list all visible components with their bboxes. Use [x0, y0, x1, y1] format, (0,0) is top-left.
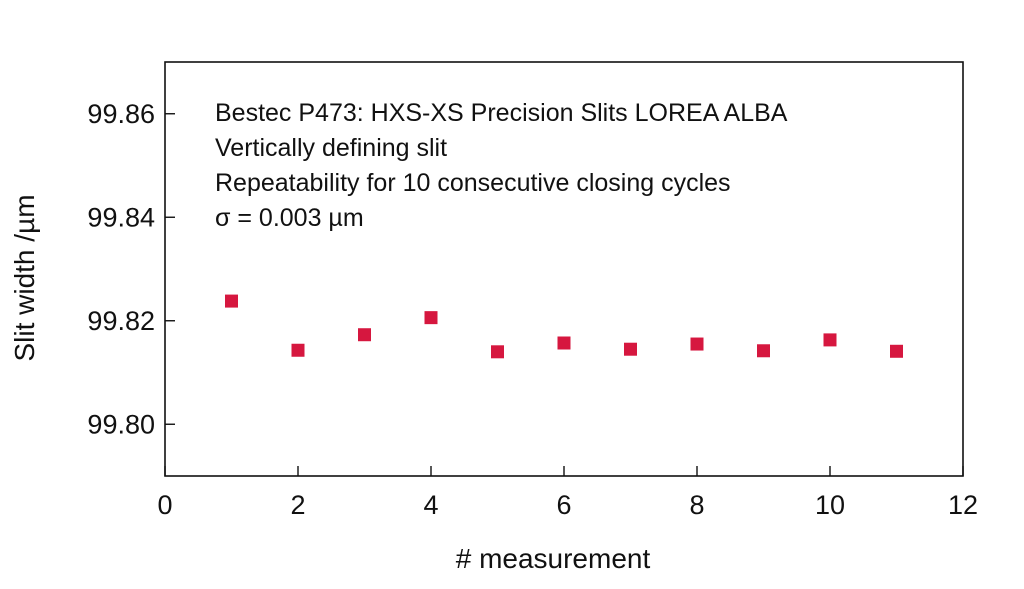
y-tick-label: 99.80 [87, 409, 155, 439]
data-point [823, 333, 837, 347]
x-tick-label: 2 [290, 490, 305, 520]
data-point [491, 345, 504, 359]
data-point [225, 294, 238, 308]
data-point [690, 337, 704, 351]
x-tick-label: 12 [948, 490, 978, 520]
data-point [757, 344, 770, 358]
x-tick-label: 8 [689, 490, 704, 520]
annotation-line-3: Repeatability for 10 consecutive closing… [215, 169, 731, 197]
data-point [291, 343, 305, 357]
x-axis: 0 2 4 6 8 10 12 [157, 466, 978, 520]
annotation-line-2: Vertically defining slit [215, 134, 447, 162]
annotation-line-1: Bestec P473: HXS-XS Precision Slits LORE… [215, 99, 788, 127]
y-axis: 99.80 99.82 99.84 99.86 [87, 99, 175, 439]
annotation-block: Bestec P473: HXS-XS Precision Slits LORE… [215, 99, 788, 232]
x-axis-title: # measurement [456, 543, 651, 574]
y-tick-label: 99.84 [87, 202, 155, 232]
data-point [557, 336, 571, 350]
y-axis-title: Slit width /µm [9, 194, 40, 361]
x-tick-label: 4 [423, 490, 438, 520]
data-point [358, 328, 371, 342]
y-tick-label: 99.82 [87, 306, 155, 336]
data-point [624, 342, 637, 356]
annotation-line-4: σ = 0.003 µm [215, 204, 364, 232]
x-tick-label: 0 [157, 490, 172, 520]
x-tick-label: 10 [815, 490, 845, 520]
data-point [890, 344, 903, 358]
data-point [424, 311, 438, 325]
data-points [225, 294, 903, 359]
x-tick-label: 6 [556, 490, 571, 520]
y-tick-label: 99.86 [87, 99, 155, 129]
